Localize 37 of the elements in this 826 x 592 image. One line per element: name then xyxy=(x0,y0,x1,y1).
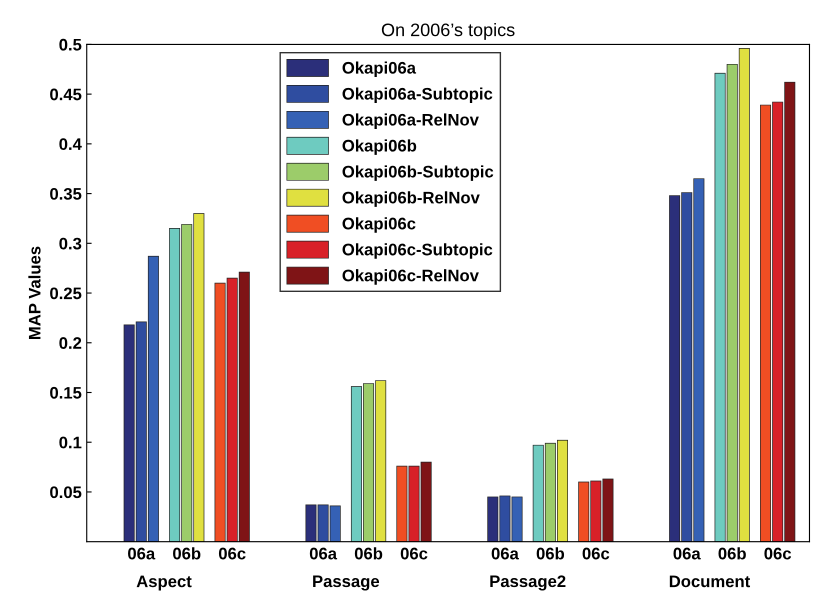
y-tick-label: 0.45 xyxy=(50,88,82,100)
y-tick-label: 0.25 xyxy=(50,287,82,300)
x-tick-label: 06a xyxy=(128,548,156,560)
legend-label: Okapi06b-RelNov xyxy=(342,191,480,207)
x-tick-label: 06c xyxy=(764,548,792,560)
x-tick-label: 06b xyxy=(718,547,746,560)
x-tick-label: 06c xyxy=(400,548,428,560)
legend-label: Okapi06a xyxy=(342,61,416,78)
x-tick-label: 06a xyxy=(674,548,701,560)
x-tick-label: 06b xyxy=(173,547,200,560)
y-tick-label: 0.05 xyxy=(50,486,82,498)
legend-label: Okapi06a-RelNov xyxy=(342,113,479,129)
text: Aspect xyxy=(136,576,192,591)
text: Passage xyxy=(313,576,380,591)
text: Document xyxy=(670,576,750,588)
x-tick-label: 06b xyxy=(354,547,382,560)
chart-title: On 2006’s topics xyxy=(382,22,515,40)
y-tick-label: 0.4 xyxy=(59,138,82,150)
x-tick-label: 06c xyxy=(218,548,246,560)
y-tick-label: 0.15 xyxy=(50,386,82,399)
legend-label: Okapi06a-Subtopic xyxy=(342,87,492,103)
y-tick-label: 0.5 xyxy=(59,38,82,51)
legend-label: Okapi06b-Subtopic xyxy=(342,165,494,181)
x-tick-label: 06a xyxy=(310,548,338,560)
text: Passage2 xyxy=(490,575,566,591)
legend-label: Okapi06c xyxy=(342,217,416,233)
y-tick-label: 0.1 xyxy=(59,436,82,448)
y-tick-label: 0.3 xyxy=(59,238,82,250)
y-tick-label: 0.2 xyxy=(59,337,82,349)
x-tick-label: 06c xyxy=(582,548,610,560)
y-tick-label: 0.35 xyxy=(50,188,82,200)
legend-label: Okapi06c-RelNov xyxy=(342,269,479,285)
legend-label: Okapi06b xyxy=(342,139,416,155)
x-tick-label: 06a xyxy=(492,548,519,560)
y-axis-title: MAP Values xyxy=(28,246,41,340)
x-tick-label: 06b xyxy=(536,547,564,560)
legend-label: Okapi06c-Subtopic xyxy=(342,243,492,259)
